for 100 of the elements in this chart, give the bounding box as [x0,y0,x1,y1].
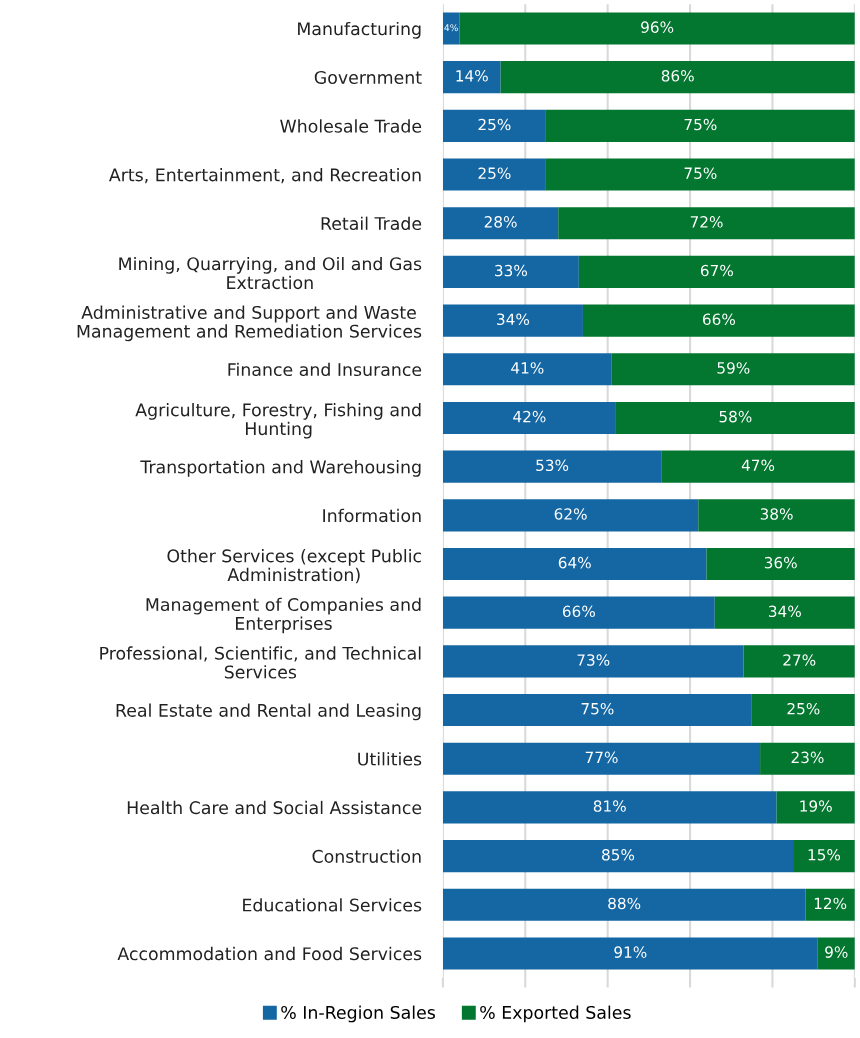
bar [442,304,583,337]
bar [442,450,662,483]
data-label: 59% [717,362,750,374]
data-label: 15% [808,848,841,861]
y-tick-label: Agriculture, Forestry, Fishing and Hunting [135,402,421,439]
data-label: 41% [511,362,544,374]
bar [442,12,460,45]
data-label: 36% [764,556,797,569]
bar [442,207,559,240]
data-label: 4% [444,24,458,32]
bar [442,645,744,678]
bar [582,304,855,337]
data-label: 53% [536,459,569,472]
bar [611,353,855,386]
bar [698,499,855,532]
data-label: 47% [741,459,775,472]
y-tick-label: Government [314,70,422,85]
data-label: 62% [554,508,587,520]
bar [578,255,855,288]
bar [743,645,855,678]
data-label: 75% [684,167,717,179]
data-label: 66% [562,605,595,618]
y-tick-label: Management of Companies and Enterprises [146,597,421,634]
data-label: 96% [641,21,674,33]
bar [442,109,546,142]
data-label: 25% [787,702,820,715]
data-label: 77% [585,751,618,764]
data-label: 58% [719,410,752,423]
data-label: 23% [791,751,824,764]
y-tick-label: Retail Trade [321,216,422,231]
data-label: 81% [593,800,626,812]
bar [661,450,855,483]
bar [545,109,855,142]
data-label: 12% [814,897,847,910]
bar [459,12,855,45]
bar [714,596,855,629]
bar [776,791,855,824]
legend-label: % Exported Sales [480,1005,631,1023]
y-tick-label: Finance and Insurance [228,362,422,377]
data-label: 66% [702,313,736,326]
data-label: 64% [558,556,591,569]
data-label: 27% [783,654,816,666]
bar [805,888,855,921]
bar [442,353,612,386]
bar [442,596,715,629]
bar [442,693,752,727]
legend-label: % In-Region Sales [281,1005,435,1023]
y-tick-label: Accommodation and Food Services [117,946,422,961]
y-tick-label: Other Services (except Public Administration) [167,549,421,584]
y-tick-label: Manufacturing [298,21,421,39]
bar [442,840,794,873]
bar [751,693,855,727]
bar [442,61,501,94]
y-tick-label: Mining, Quarrying, and Oil and Gas Extraction [119,256,422,290]
bar [500,61,855,94]
bar [442,255,579,288]
data-label: 34% [769,605,801,618]
bar [545,158,855,191]
data-label: 72% [690,216,723,228]
data-label: 67% [700,264,733,277]
data-label: 75% [581,702,614,715]
bar [760,742,855,775]
bar [442,937,818,970]
y-tick-label: Wholesale Trade [280,119,422,133]
bar [442,158,546,191]
data-label: 73% [577,654,610,666]
data-label: 25% [478,118,511,131]
bar [442,401,616,435]
y-tick-label: Administrative and Support and Waste Management and Remediation Services [77,305,422,342]
data-label: 38% [760,508,793,520]
y-tick-label: Professional, Scientific, and Technical Services [100,646,421,679]
bar [817,937,855,970]
data-label: 33% [495,264,528,277]
data-label: 19% [800,800,832,812]
bar [442,499,699,532]
y-tick-label: Utilities [358,752,422,766]
y-tick-label: Transportation and Warehousing [140,460,421,477]
y-tick-label: Health Care and Social Assistance [127,800,422,815]
data-label: 25% [478,167,511,179]
data-label: 88% [608,897,641,910]
bar [442,742,761,775]
data-label: 86% [661,70,694,82]
y-tick-label: Construction [312,849,421,863]
bar [442,547,707,581]
data-label: 34% [497,313,530,326]
y-tick-label: Educational Services [243,898,422,912]
bar [706,547,855,581]
data-label: 42% [513,410,546,423]
data-label: 9% [825,946,848,958]
bar [615,401,855,435]
bar [442,888,806,921]
data-label: 75% [684,118,717,131]
y-tick-label: Arts, Entertainment, and Recreation [108,167,421,184]
data-label: 91% [614,946,647,958]
bar [442,791,777,824]
bar [558,207,855,240]
data-label: 14% [456,70,488,82]
data-label: 85% [602,848,635,861]
y-tick-label: Information [323,508,421,523]
y-tick-label: Real Estate and Rental and Leasing [116,703,421,721]
